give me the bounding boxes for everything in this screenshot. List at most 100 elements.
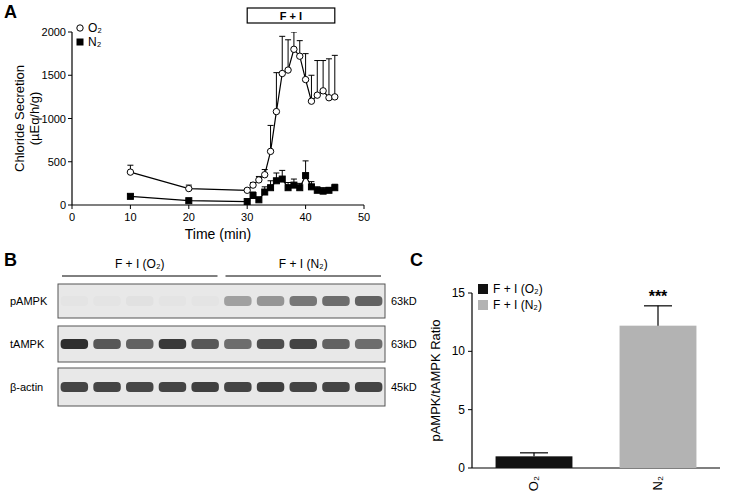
x-tick xyxy=(364,205,365,209)
band xyxy=(290,382,317,392)
blot-strip xyxy=(58,284,385,318)
x-tick-label: 50 xyxy=(358,211,370,223)
data-point xyxy=(308,184,314,190)
data-point xyxy=(256,177,262,183)
error-cap xyxy=(320,60,326,61)
band xyxy=(355,382,382,392)
error-cap xyxy=(308,75,314,76)
error-cap xyxy=(127,165,133,166)
error-cap xyxy=(520,452,548,453)
plot-area xyxy=(127,32,338,205)
x-tick-label: N₂ xyxy=(650,476,665,490)
group-bracket xyxy=(226,276,382,277)
data-point xyxy=(285,185,291,191)
band xyxy=(159,339,186,349)
data-point xyxy=(127,193,133,199)
y-tick xyxy=(68,161,72,162)
data-point xyxy=(262,189,268,195)
data-point xyxy=(279,176,285,182)
y-tick xyxy=(468,351,472,352)
band xyxy=(257,382,284,392)
y-axis-label-line: Chloride Secretion xyxy=(12,65,27,172)
error-cap xyxy=(268,125,274,126)
band xyxy=(257,296,284,306)
data-point xyxy=(332,94,338,100)
band xyxy=(159,382,186,392)
y-tick-label: 10 xyxy=(452,344,466,358)
error-bar xyxy=(279,36,285,73)
figure: A050010001500200001020304050Time (min)Ch… xyxy=(0,0,741,495)
data-point xyxy=(244,199,250,205)
error-stem xyxy=(334,55,335,97)
series-line xyxy=(130,176,334,202)
y-tick-label: 15 xyxy=(452,286,466,300)
data-point xyxy=(320,88,326,94)
y-tick xyxy=(468,409,472,410)
band xyxy=(159,296,186,306)
y-tick xyxy=(68,32,72,33)
band xyxy=(355,339,382,349)
band xyxy=(322,339,349,349)
data-point xyxy=(267,148,273,154)
series-line xyxy=(130,49,334,190)
band xyxy=(126,339,153,349)
legend: O₂N₂ xyxy=(77,21,103,49)
band xyxy=(126,382,153,392)
row-label: tAMPK xyxy=(10,338,45,350)
error-cap xyxy=(279,170,285,171)
legend-swatch xyxy=(478,284,488,294)
error-stem xyxy=(305,54,306,80)
error-cap xyxy=(303,53,309,54)
data-point xyxy=(326,187,332,193)
y-tick-label: 0 xyxy=(60,199,66,211)
x-tick-label: 0 xyxy=(69,211,75,223)
data-point xyxy=(332,185,338,191)
band xyxy=(322,296,349,306)
data-point xyxy=(127,169,133,175)
error-bar xyxy=(320,61,326,91)
x-tick xyxy=(247,205,248,209)
error-cap xyxy=(285,39,291,40)
data-point xyxy=(268,185,274,191)
group-label: F + I (N₂) xyxy=(279,257,328,271)
error-stem xyxy=(311,75,312,101)
band xyxy=(61,296,88,306)
row-label: pAMPK xyxy=(10,295,48,307)
band xyxy=(93,339,120,349)
y-axis xyxy=(471,293,472,468)
error-bar xyxy=(314,61,320,96)
data-point xyxy=(303,173,309,179)
x-tick xyxy=(188,205,189,209)
y-tick xyxy=(468,468,472,469)
plot-area xyxy=(496,306,697,468)
band xyxy=(191,339,218,349)
error-stem xyxy=(288,40,289,70)
panel-a: A050010001500200001020304050Time (min)Ch… xyxy=(4,2,370,242)
data-point xyxy=(279,70,285,76)
data-point xyxy=(291,182,297,188)
y-tick-label: 500 xyxy=(48,156,66,168)
error-bar xyxy=(520,453,548,457)
x-tick xyxy=(130,205,131,209)
error-stem xyxy=(657,306,658,326)
data-point xyxy=(250,182,256,188)
data-point xyxy=(291,46,297,52)
panel-label: B xyxy=(4,250,17,270)
y-tick-label: 1500 xyxy=(42,69,66,81)
y-axis-label-line: (µEq/h/g) xyxy=(27,92,42,146)
data-point xyxy=(250,192,256,198)
band xyxy=(224,296,251,306)
data-point xyxy=(273,178,279,184)
blot-strip xyxy=(58,368,385,406)
error-bar xyxy=(326,59,332,98)
size-label: 63kD xyxy=(391,295,417,307)
y-tick xyxy=(68,118,72,119)
data-point xyxy=(244,187,250,193)
error-cap xyxy=(332,55,338,56)
error-cap xyxy=(314,60,320,61)
y-tick-label: 0 xyxy=(458,461,465,475)
treatment-bar xyxy=(247,8,335,23)
error-bar xyxy=(644,306,672,326)
data-point xyxy=(262,172,268,178)
x-axis xyxy=(72,204,364,205)
